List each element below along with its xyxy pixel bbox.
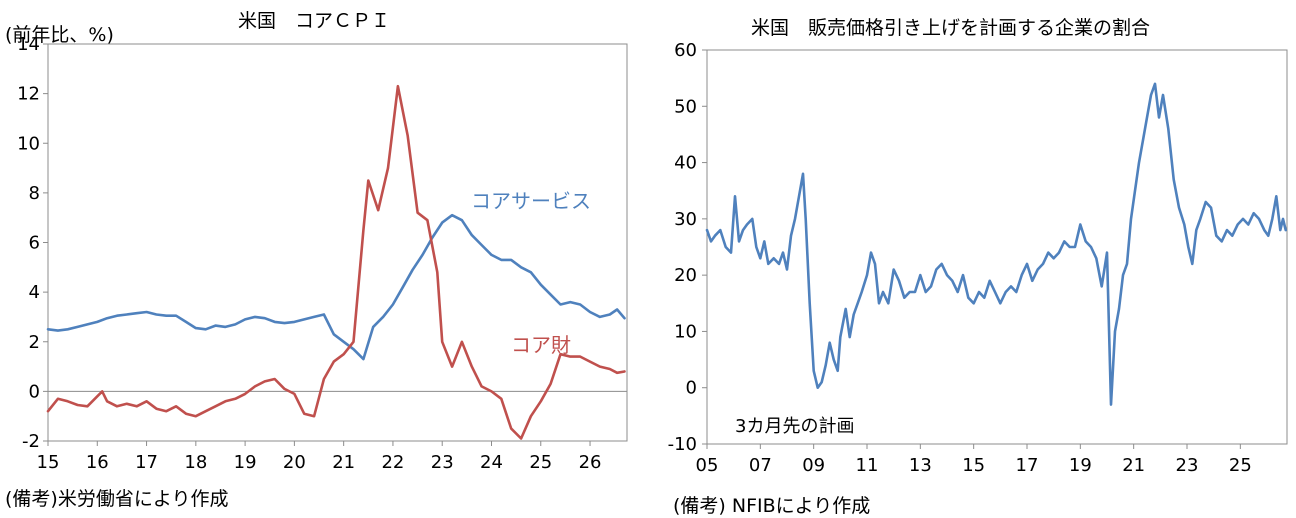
x-tick-label: 25 — [529, 452, 552, 473]
x-tick-label: 26 — [579, 452, 602, 473]
y-tick-label: -2 — [22, 431, 40, 452]
x-tick-label: 25 — [1229, 455, 1252, 476]
x-tick-label: 24 — [480, 452, 503, 473]
x-tick-label: 09 — [802, 455, 825, 476]
x-tick-label: 20 — [283, 452, 306, 473]
series-label-core-services: コアサービス — [471, 189, 591, 213]
x-tick-label: 22 — [381, 452, 404, 473]
y-tick-label: -10 — [668, 434, 697, 455]
nfib-plot: -10 0 10 20 30 40 50 60 05 07 09 11 13 15 17 19 21 23 25 — [668, 40, 1288, 476]
x-tick-label: 11 — [856, 455, 879, 476]
x-tick-label: 21 — [332, 452, 355, 473]
x-tick-label: 23 — [1176, 455, 1199, 476]
y-tick-label: 60 — [674, 40, 697, 61]
annotation-3m-plan: 3カ月先の計画 — [735, 416, 855, 437]
y-tick-label: 12 — [17, 84, 40, 105]
y-tick-label: 8 — [29, 183, 40, 204]
series-line-1 — [46, 84, 626, 440]
y-unit-label: (前年比、%) — [5, 24, 114, 46]
y-tick-label: 0 — [686, 378, 697, 399]
x-tick-label: 19 — [234, 452, 257, 473]
nfib-price-plan-chart: 米国 販売価格引き上げを計画する企業の割合 -10 0 10 20 30 40 50 60 05… — [648, 0, 1296, 517]
plot-frame — [706, 49, 1288, 445]
x-tick-label: 15 — [962, 455, 985, 476]
x-tick-label: 21 — [1122, 455, 1145, 476]
x-tick-label: 18 — [184, 452, 207, 473]
y-tick-label: 4 — [29, 282, 40, 303]
y-tick-label: 6 — [29, 233, 40, 254]
series-line-0 — [46, 213, 626, 361]
source-note: (備考) NFIBにより作成 — [673, 495, 871, 517]
y-tick-label: 30 — [674, 209, 697, 230]
x-tick-label: 05 — [696, 455, 719, 476]
x-tick-label: 15 — [37, 452, 60, 473]
y-tick-label: 20 — [674, 265, 697, 286]
chart-title: 米国 コアＣＰＩ — [238, 10, 391, 32]
core-cpi-chart: 米国 コアＣＰＩ (前年比、%) -2 0 2 4 6 8 10 12 14 15 16 17 18 19… — [0, 0, 645, 517]
x-tick-label: 16 — [86, 452, 109, 473]
x-tick-label: 17 — [135, 452, 158, 473]
y-tick-label: 10 — [17, 133, 40, 154]
x-tick-label: 19 — [1069, 455, 1092, 476]
plot-frame — [47, 43, 628, 442]
y-tick-label: 50 — [674, 96, 697, 117]
series-line-0 — [705, 82, 1287, 406]
x-tick-label: 13 — [909, 455, 932, 476]
source-note: (備考)米労働省により作成 — [5, 488, 229, 510]
y-tick-label: 0 — [29, 381, 40, 402]
x-tick-label: 17 — [1016, 455, 1039, 476]
x-tick-label: 23 — [431, 452, 454, 473]
y-tick-label: 10 — [674, 321, 697, 342]
series-label-core-goods: コア財 — [511, 333, 571, 357]
y-tick-label: 14 — [17, 34, 40, 55]
chart-title: 米国 販売価格引き上げを計画する企業の割合 — [751, 17, 1151, 39]
y-tick-label: 2 — [29, 332, 40, 353]
y-tick-label: 40 — [674, 153, 697, 174]
x-tick-label: 07 — [749, 455, 772, 476]
